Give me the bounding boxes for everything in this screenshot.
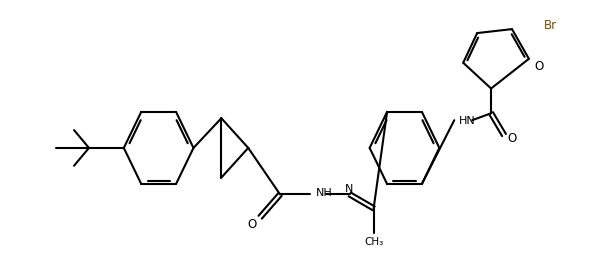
Text: O: O [248, 218, 257, 231]
Text: HN: HN [459, 116, 476, 126]
Text: CH₃: CH₃ [364, 237, 383, 247]
Text: Br: Br [544, 19, 557, 32]
Text: O: O [508, 133, 517, 145]
Text: NH: NH [316, 188, 333, 198]
Text: O: O [534, 60, 543, 73]
Text: N: N [345, 183, 353, 193]
